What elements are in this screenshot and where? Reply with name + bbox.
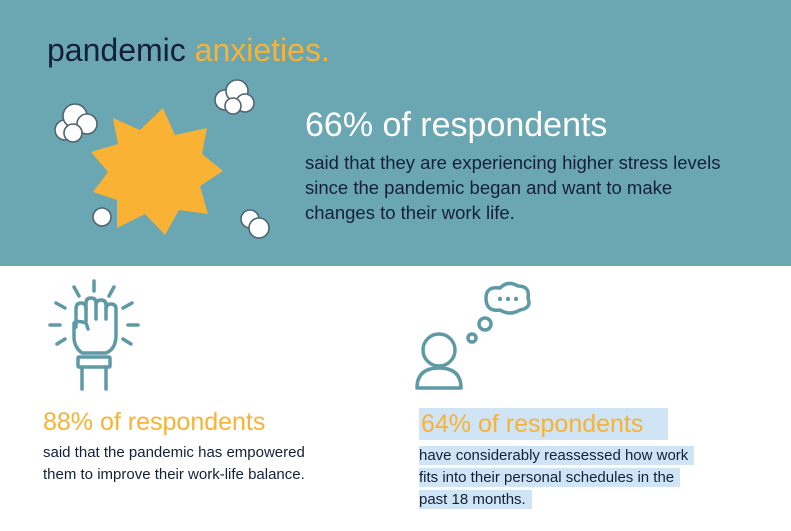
page-title: pandemic anxieties.	[47, 30, 330, 70]
burst-shape	[91, 108, 223, 235]
desc-line: them to improve their work-life balance.	[43, 466, 305, 483]
desc-line: said that the pandemic has empowered	[43, 444, 305, 461]
stat-empowered: 88% of respondents	[43, 408, 266, 436]
cloud-puff	[92, 207, 112, 227]
cloud-puff	[214, 79, 255, 115]
hero-description: said that they are experiencing higher s…	[305, 152, 721, 223]
thinking-person-icon	[415, 281, 531, 390]
desc-line: have considerably reassessed how work	[419, 446, 695, 465]
title-accent: anxieties.	[194, 32, 330, 68]
cloud-puff	[240, 209, 270, 239]
hero-stat: 66% of respondents	[305, 106, 608, 144]
stress-burst-illustration	[54, 79, 270, 239]
raised-fist-icon	[48, 279, 140, 391]
cloud-puff	[54, 103, 98, 143]
title-main: pandemic	[47, 32, 186, 68]
desc-empowered: said that the pandemic has empowered the…	[43, 442, 363, 486]
desc-line: past 18 months.	[419, 490, 532, 509]
stat-reassessed: 64% of respondents	[419, 408, 668, 440]
desc-reassessed: have considerably reassessed how work fi…	[419, 445, 719, 511]
desc-line: fits into their personal schedules in th…	[419, 468, 681, 487]
